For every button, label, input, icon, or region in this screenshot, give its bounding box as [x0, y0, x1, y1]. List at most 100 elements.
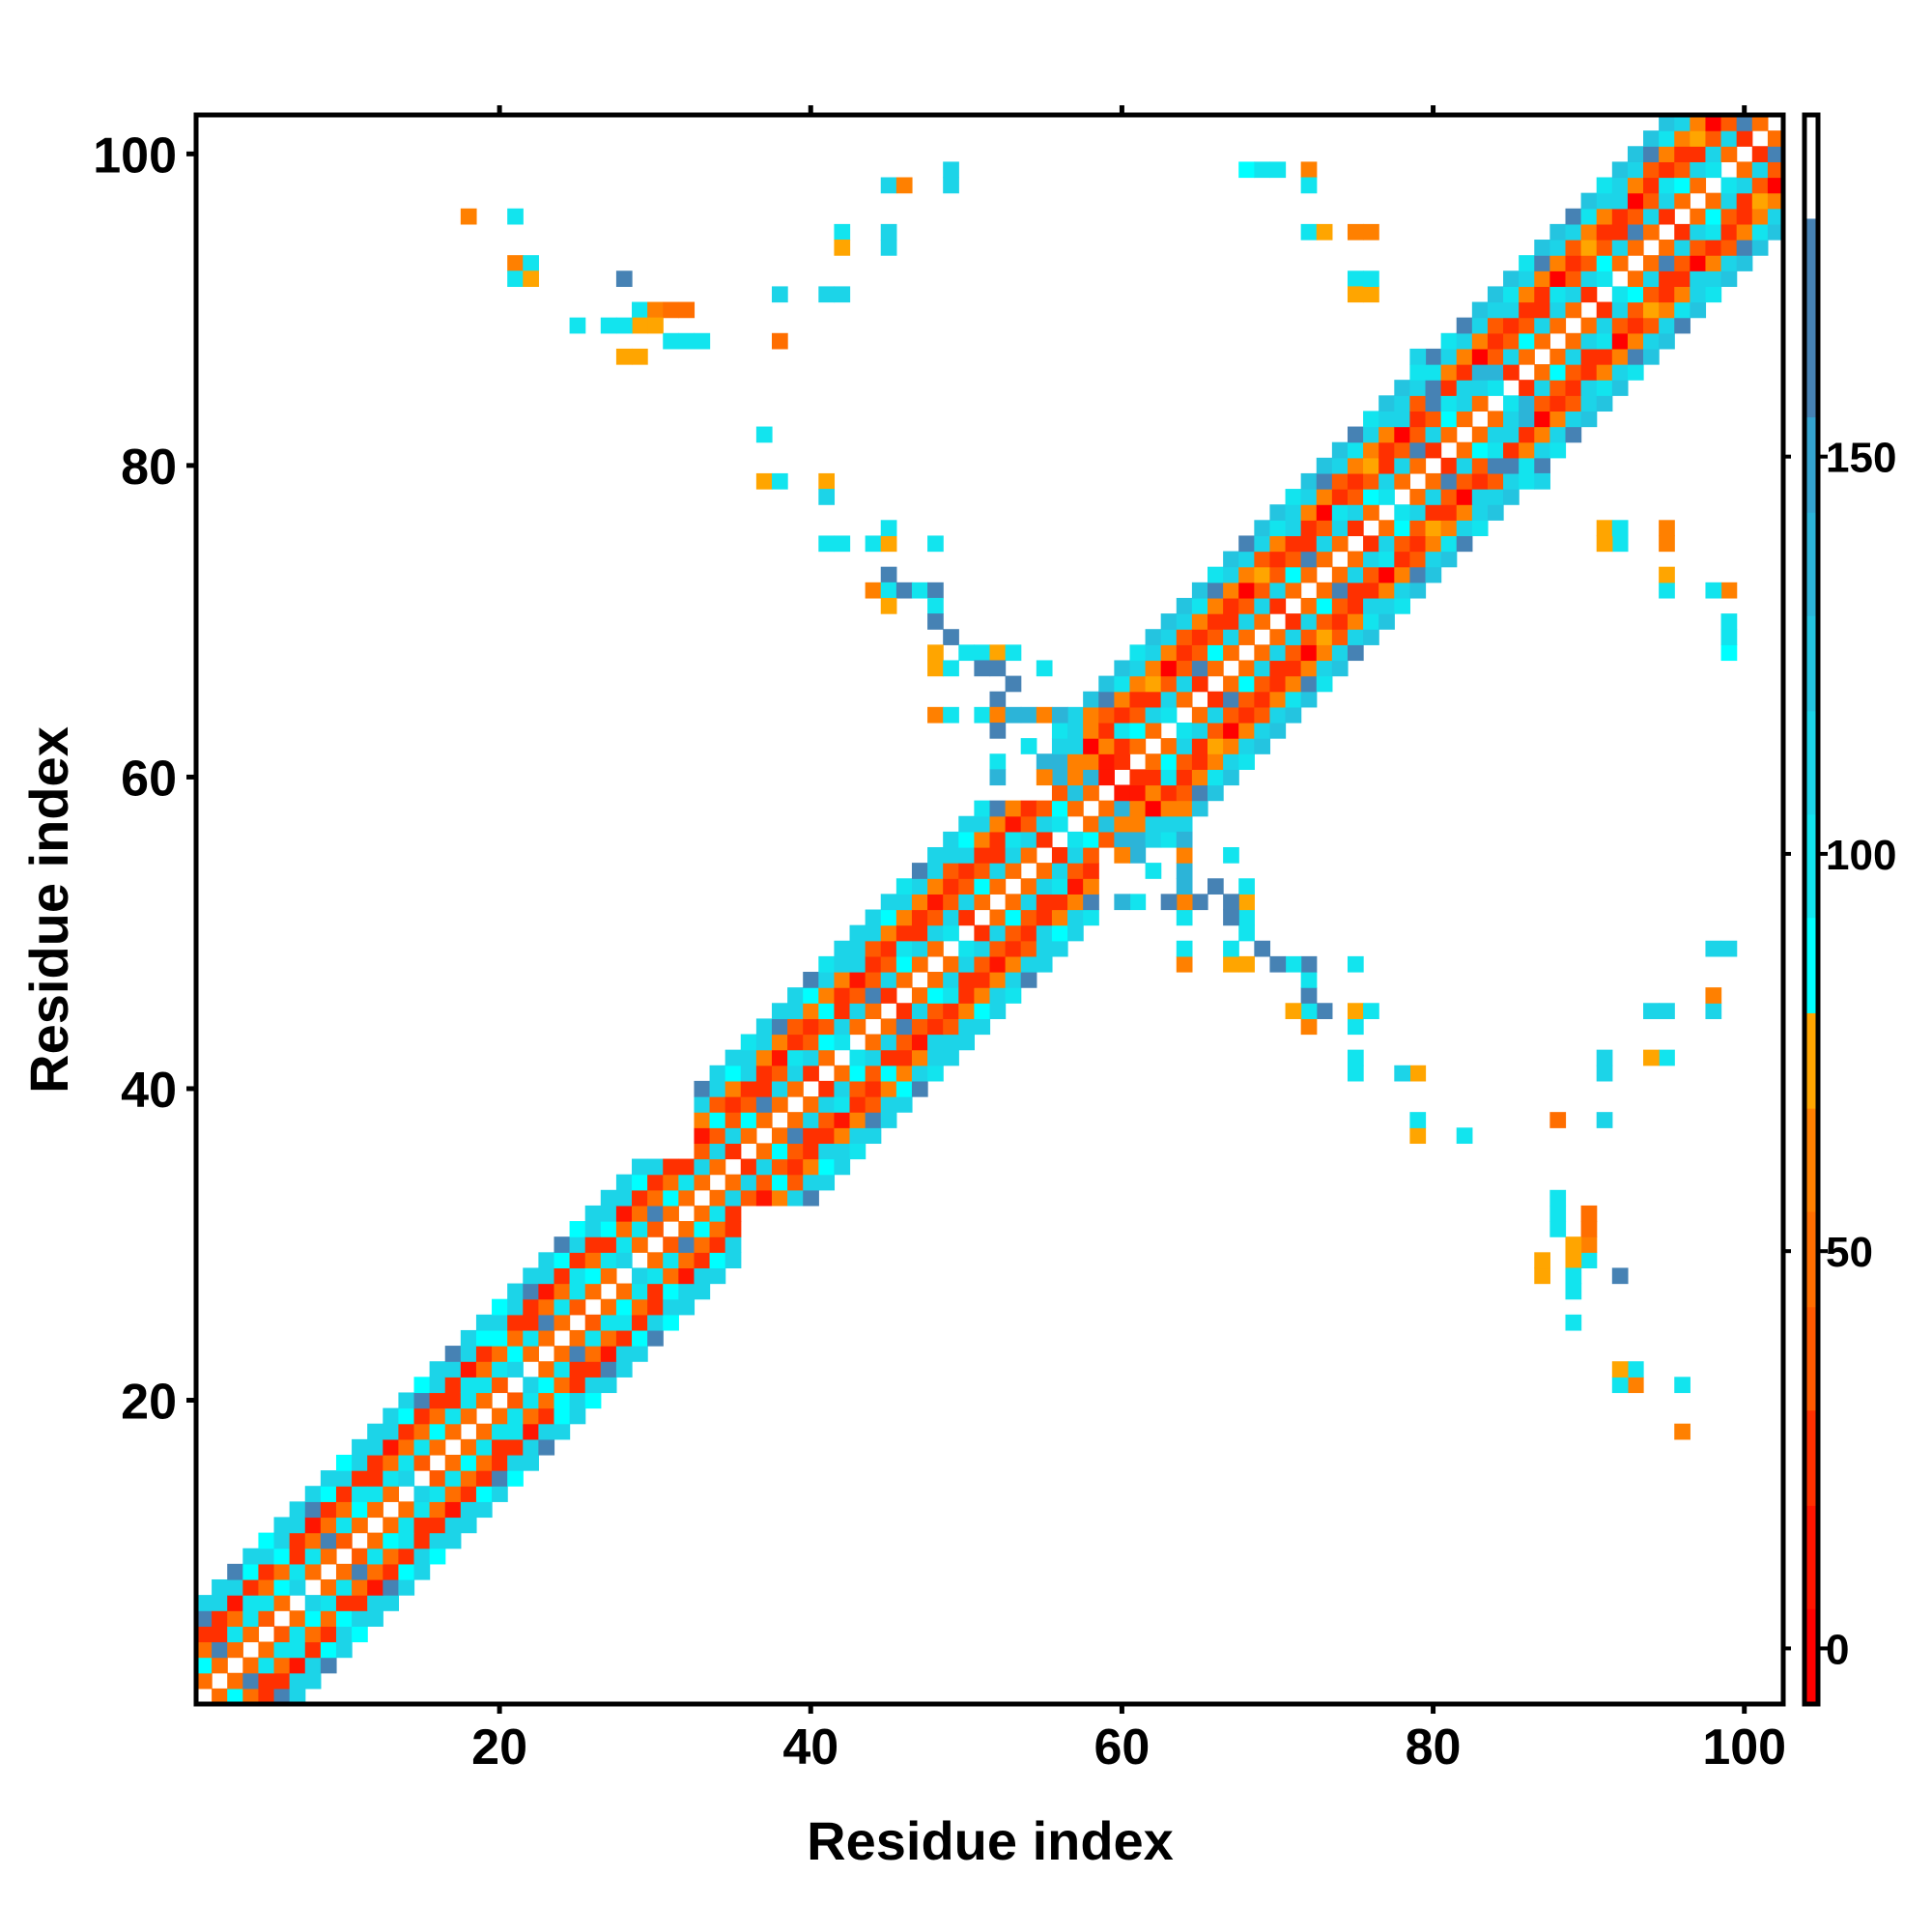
heatmap-cell [1036, 660, 1053, 677]
heatmap-cell [834, 1003, 851, 1019]
heatmap-cell [289, 1672, 306, 1690]
heatmap-cell [1643, 317, 1660, 334]
heatmap-cell [1378, 551, 1395, 568]
heatmap-cell [584, 1392, 602, 1409]
heatmap-cell [1347, 597, 1364, 614]
heatmap-cell [803, 1189, 819, 1207]
heatmap-cell [429, 1501, 446, 1519]
heatmap-cell [1300, 691, 1318, 708]
heatmap-cell [444, 1454, 462, 1471]
heatmap-cell [740, 1065, 757, 1082]
heatmap-cell [1098, 722, 1115, 739]
heatmap-cell [724, 1221, 742, 1237]
heatmap-cell [678, 1252, 696, 1269]
heatmap-cell [724, 1143, 742, 1160]
heatmap-cell [212, 1578, 228, 1596]
heatmap-cell [927, 1003, 944, 1019]
heatmap-cell [911, 582, 928, 599]
heatmap-cell [475, 1454, 493, 1471]
heatmap-cell [523, 1314, 539, 1331]
heatmap-cell [273, 1532, 291, 1549]
heatmap-cell [1767, 146, 1784, 162]
heatmap-cell [1643, 301, 1660, 319]
heatmap-cell [1534, 286, 1550, 303]
heatmap-cell [1519, 472, 1535, 490]
heatmap-cell [974, 846, 991, 864]
heatmap-cell [1440, 380, 1458, 396]
heatmap-cell [771, 1189, 788, 1207]
heatmap-cell [1145, 629, 1162, 645]
heatmap-cell [1020, 955, 1037, 973]
heatmap-cell [740, 1112, 757, 1128]
heatmap-cell [1114, 675, 1131, 693]
heatmap-cell [1191, 769, 1208, 786]
heatmap-cell [834, 286, 851, 303]
heatmap-cell [678, 1174, 696, 1191]
heatmap-cell [1549, 286, 1567, 303]
y-tick-label: 60 [121, 751, 177, 807]
heatmap-cell [1254, 722, 1271, 739]
heatmap-cell [475, 1346, 493, 1362]
heatmap-cell [258, 1657, 275, 1674]
heatmap-cell [352, 1548, 368, 1565]
heatmap-cell [304, 1657, 322, 1674]
heatmap-cell [880, 223, 897, 241]
heatmap-cell [273, 1626, 291, 1643]
heatmap-cell [507, 1454, 524, 1471]
heatmap-cell [771, 1080, 788, 1097]
heatmap-cell [1674, 317, 1690, 334]
heatmap-cell [1067, 738, 1084, 754]
heatmap-cell [600, 1298, 617, 1316]
heatmap-cell [1767, 223, 1784, 241]
heatmap-cell [398, 1563, 415, 1580]
heatmap-cell [367, 1548, 384, 1565]
heatmap-cell [1269, 722, 1287, 739]
heatmap-cell [1254, 706, 1271, 724]
heatmap-cell [865, 1127, 882, 1145]
heatmap-cell [709, 1205, 726, 1222]
heatmap-cell [383, 1423, 400, 1440]
heatmap-cell [865, 924, 882, 942]
heatmap-cell [958, 846, 975, 864]
heatmap-cell [834, 1127, 851, 1145]
heatmap-cell [1425, 520, 1442, 537]
heatmap-cell [1145, 815, 1162, 833]
heatmap-cell [1238, 924, 1255, 942]
heatmap-cell [1285, 582, 1302, 599]
heatmap-cell [460, 1470, 477, 1487]
heatmap-cell [304, 1548, 322, 1565]
heatmap-cell [398, 1501, 415, 1519]
heatmap-cell [1720, 115, 1738, 131]
heatmap-cell [724, 1174, 742, 1191]
heatmap-cell [600, 1189, 617, 1207]
heatmap-cell [1659, 270, 1675, 288]
heatmap-cell [584, 1377, 602, 1394]
heatmap-cell [523, 1298, 539, 1316]
heatmap-cell [1596, 301, 1613, 319]
heatmap-cell [492, 1298, 508, 1316]
heatmap-cell [1736, 130, 1753, 147]
heatmap-cell [1690, 130, 1707, 147]
heatmap-cell [740, 1034, 757, 1051]
heatmap-cell [927, 909, 944, 926]
heatmap-cell [352, 1610, 368, 1627]
heatmap-cell [1549, 240, 1567, 256]
heatmap-cell [1596, 317, 1613, 334]
heatmap-cell [632, 301, 648, 319]
heatmap-cell [1051, 784, 1068, 802]
heatmap-cell [1425, 395, 1442, 412]
heatmap-cell [1285, 675, 1302, 693]
colorbar-bin [1804, 1012, 1818, 1109]
heatmap-cell [880, 520, 897, 537]
heatmap-cell [1378, 411, 1395, 428]
heatmap-cell [880, 566, 897, 583]
heatmap-cell [367, 1454, 384, 1471]
heatmap-cell [1471, 426, 1489, 443]
heatmap-cell [444, 1532, 462, 1549]
heatmap-cell [771, 1127, 788, 1145]
colorbar-bin [1804, 1505, 1818, 1609]
heatmap-cell [1051, 722, 1068, 739]
heatmap-cell [1285, 691, 1302, 708]
heatmap-cell [1549, 411, 1567, 428]
heatmap-cell [911, 894, 928, 911]
